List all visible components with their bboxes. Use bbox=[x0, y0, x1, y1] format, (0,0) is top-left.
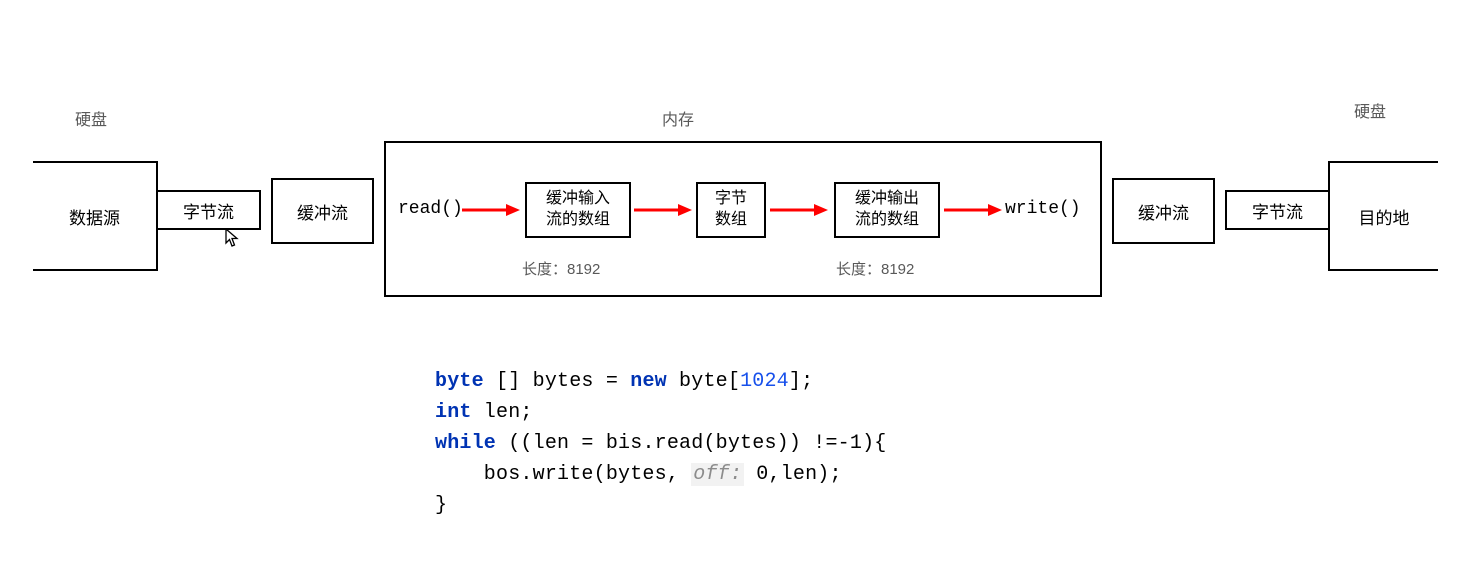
node-byte-stream-left-label: 字节流 bbox=[183, 198, 234, 223]
arrow-2 bbox=[634, 202, 692, 218]
write-label: write() bbox=[1005, 199, 1081, 219]
node-buffer-stream-right-label: 缓冲流 bbox=[1138, 199, 1189, 224]
code-t2: byte[ bbox=[667, 370, 740, 393]
arrow-4 bbox=[944, 202, 1002, 218]
label-disk-right: 硬盘 bbox=[1354, 98, 1386, 122]
len-label-left: 长度：8192 bbox=[522, 258, 600, 279]
node-buffer-stream-left-label: 缓冲流 bbox=[297, 199, 348, 224]
code-t4: len; bbox=[472, 401, 533, 424]
node-source: 数据源 bbox=[33, 161, 158, 271]
len-label-right: 长度：8192 bbox=[836, 258, 914, 279]
node-source-label: 数据源 bbox=[69, 204, 120, 229]
code-kw-while: while bbox=[435, 432, 496, 455]
node-dest-label: 目的地 bbox=[1359, 204, 1410, 229]
code-close-brace: } bbox=[435, 494, 447, 517]
code-t3: ]; bbox=[789, 370, 813, 393]
node-buffer-stream-right: 缓冲流 bbox=[1112, 178, 1215, 244]
node-buf-in-array-label: 缓冲输入 流的数组 bbox=[546, 189, 610, 231]
read-label: read() bbox=[398, 199, 463, 219]
code-kw-byte: byte bbox=[435, 370, 484, 393]
node-buf-out-array: 缓冲输出 流的数组 bbox=[834, 182, 940, 238]
code-t5: ((len = bis.read(bytes)) !=-1){ bbox=[496, 432, 886, 455]
label-disk-left: 硬盘 bbox=[75, 106, 107, 130]
code-t6: bos.write(bytes, bbox=[435, 463, 691, 486]
node-dest: 目的地 bbox=[1328, 161, 1438, 271]
code-kw-new: new bbox=[630, 370, 667, 393]
arrow-3 bbox=[770, 202, 828, 218]
code-num-1024: 1024 bbox=[740, 370, 789, 393]
node-buf-in-array: 缓冲输入 流的数组 bbox=[525, 182, 631, 238]
label-memory: 内存 bbox=[662, 106, 694, 130]
code-kw-int: int bbox=[435, 401, 472, 424]
node-buf-out-array-label: 缓冲输出 流的数组 bbox=[855, 189, 919, 231]
cursor-icon bbox=[225, 228, 241, 248]
node-byte-stream-left: 字节流 bbox=[158, 190, 261, 230]
code-hint-off: off: bbox=[691, 463, 744, 486]
node-byte-array-label: 字节 数组 bbox=[715, 189, 747, 231]
node-buffer-stream-left: 缓冲流 bbox=[271, 178, 374, 244]
code-t1: [] bytes = bbox=[484, 370, 630, 393]
node-byte-stream-right: 字节流 bbox=[1225, 190, 1328, 230]
arrow-1 bbox=[462, 202, 520, 218]
code-t8: ,len); bbox=[768, 463, 841, 486]
node-byte-array: 字节 数组 bbox=[696, 182, 766, 238]
code-block: byte [] bytes = new byte[1024]; int len;… bbox=[435, 366, 886, 521]
node-byte-stream-right-label: 字节流 bbox=[1252, 198, 1303, 223]
code-t7: 0 bbox=[744, 463, 768, 486]
